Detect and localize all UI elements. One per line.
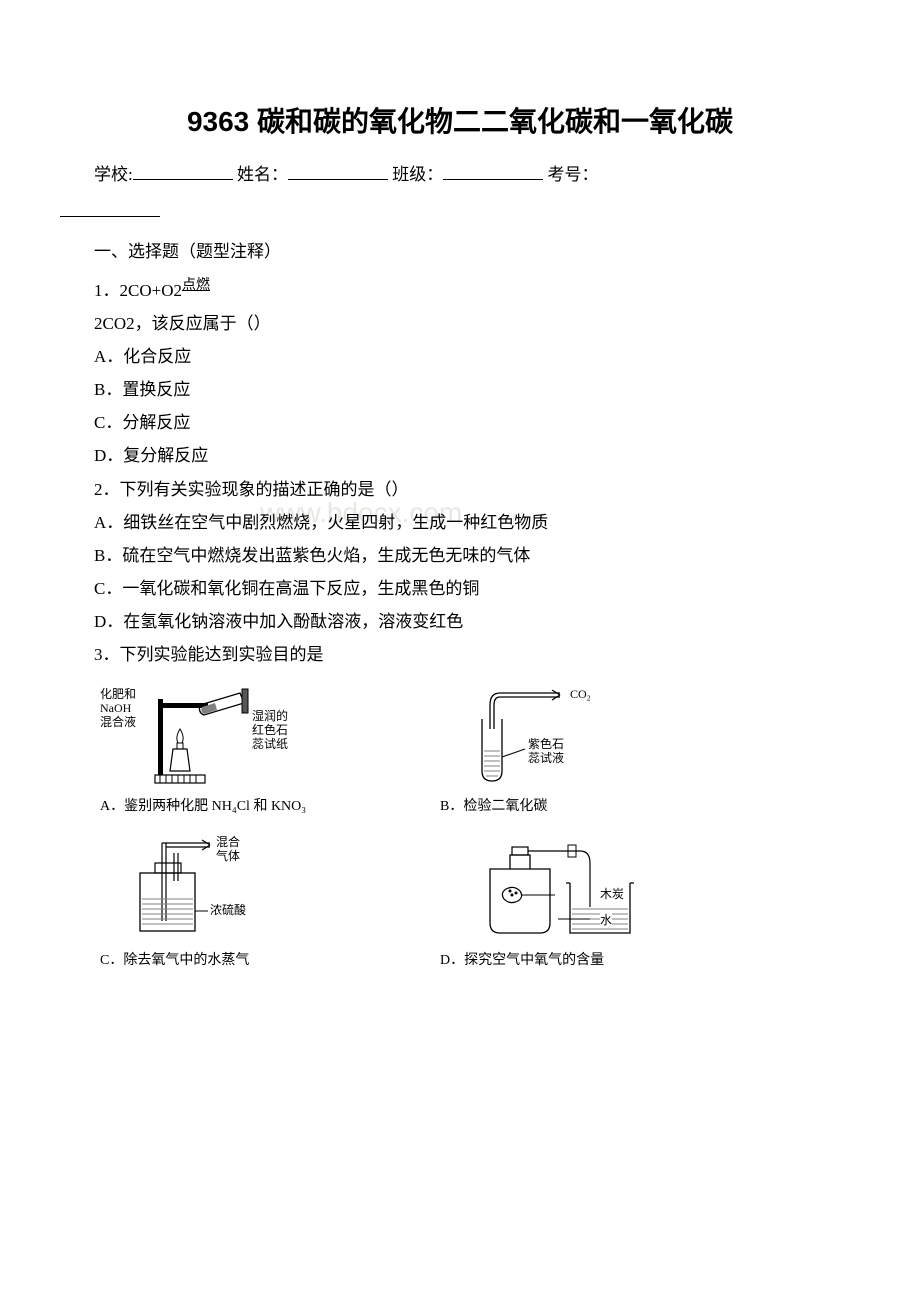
student-info-line: 学校: 姓名： 班级： 考号： bbox=[60, 160, 860, 191]
q2-stem: 2．下列有关实验现象的描述正确的是（） bbox=[60, 473, 860, 506]
figure-a-diagram: 化肥和 NaOH 混合液 湿润的 红色石 蕊试纸 bbox=[100, 679, 300, 789]
q2-option-a: A．细铁丝在空气中剧烈燃烧，火星四射，生成一种红色物质 bbox=[60, 506, 860, 539]
fig-a-label-6: 蕊试纸 bbox=[252, 737, 288, 751]
school-blank bbox=[133, 162, 233, 180]
fig-d-label-1: 木炭 bbox=[600, 887, 624, 901]
fig-a-label-3: 混合液 bbox=[100, 715, 136, 729]
figure-grid: 化肥和 NaOH 混合液 湿润的 红色石 蕊试纸 A．鉴别两种化肥 NH₄Cl … bbox=[100, 679, 860, 987]
figure-d-caption: D．探究空气中氧气的含量 bbox=[440, 949, 780, 969]
exam-label: 考号： bbox=[547, 165, 598, 184]
figure-b-diagram: CO₂ 紫色石 蕊试液 bbox=[440, 679, 640, 789]
fig-c-label-1: 混合 bbox=[216, 835, 240, 849]
q3-stem: 3．下列实验能达到实验目的是 bbox=[60, 638, 860, 671]
name-blank bbox=[288, 162, 388, 180]
section-1-heading: 一、选择题（题型注释） bbox=[60, 237, 860, 268]
fig-a-label-2: NaOH bbox=[100, 701, 131, 715]
q1-option-c: C．分解反应 bbox=[60, 406, 860, 439]
fig-a-label-1: 化肥和 bbox=[100, 687, 136, 701]
class-label: 班级： bbox=[392, 165, 443, 184]
fig-a-label-5: 红色石 bbox=[252, 723, 288, 737]
q1-eq-left: 1．2CO+O2 bbox=[94, 281, 182, 300]
figure-c-cell: 混合 气体 浓硫酸 C．除去氧气中的水蒸气 bbox=[100, 833, 440, 969]
q1-option-a: A．化合反应 bbox=[60, 340, 860, 373]
q2-option-d: D．在氢氧化钠溶液中加入酚酞溶液，溶液变红色 bbox=[60, 605, 860, 638]
fig-c-label-3: 浓硫酸 bbox=[210, 903, 246, 917]
q2-option-b: B．硫在空气中燃烧发出蓝紫色火焰，生成无色无味的气体 bbox=[60, 539, 860, 572]
fig-b-label-1: CO₂ bbox=[570, 687, 591, 701]
q1-option-b: B．置换反应 bbox=[60, 373, 860, 406]
figure-b-cell: CO₂ 紫色石 蕊试液 B．检验二氧化碳 bbox=[440, 679, 780, 815]
q1-stem-a: 1．2CO+O2点燃 bbox=[60, 274, 860, 307]
fig-b-label-2: 紫色石 bbox=[528, 737, 564, 751]
q1-option-d: D．复分解反应 bbox=[60, 439, 860, 472]
fig-d-label-2: 水 bbox=[600, 913, 612, 927]
figure-b-caption: B．检验二氧化碳 bbox=[440, 795, 780, 815]
figure-a-caption: A．鉴别两种化肥 NH₄Cl 和 KNO₃ bbox=[100, 795, 440, 815]
q1-condition: 点燃 bbox=[182, 278, 210, 293]
page-title: 9363 碳和碳的氧化物二二氧化碳和一氧化碳 bbox=[60, 100, 860, 140]
figure-d-diagram: 木炭 水 bbox=[440, 833, 640, 943]
figure-a-cell: 化肥和 NaOH 混合液 湿润的 红色石 蕊试纸 A．鉴别两种化肥 NH₄Cl … bbox=[100, 679, 440, 815]
name-label: 姓名： bbox=[237, 165, 288, 184]
q2-option-c: C．一氧化碳和氧化铜在高温下反应，生成黑色的铜 bbox=[60, 572, 860, 605]
school-label: 学校: bbox=[94, 165, 133, 184]
fig-c-label-2: 气体 bbox=[216, 849, 240, 863]
q1-stem-b: 2CO2，该反应属于（） bbox=[60, 307, 860, 340]
fig-b-label-3: 蕊试液 bbox=[528, 751, 564, 765]
fig-a-label-4: 湿润的 bbox=[252, 709, 288, 723]
figure-c-diagram: 混合 气体 浓硫酸 bbox=[100, 833, 300, 943]
class-blank bbox=[443, 162, 543, 180]
figure-c-caption: C．除去氧气中的水蒸气 bbox=[100, 949, 440, 969]
figure-d-cell: 木炭 水 D．探究空气中氧气的含量 bbox=[440, 833, 780, 969]
exam-blank bbox=[60, 199, 160, 217]
